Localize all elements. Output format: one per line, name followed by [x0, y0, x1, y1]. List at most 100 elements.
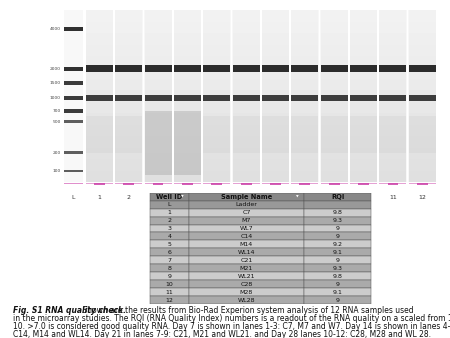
- Bar: [262, 68, 289, 79]
- Text: 4: 4: [185, 195, 189, 200]
- Bar: [150, 264, 189, 272]
- Bar: [262, 102, 289, 113]
- Bar: [64, 170, 83, 172]
- Bar: [233, 45, 260, 56]
- Text: 6: 6: [244, 195, 248, 200]
- Bar: [86, 125, 113, 136]
- Bar: [86, 102, 113, 113]
- Bar: [203, 136, 230, 148]
- Text: 1000: 1000: [50, 96, 61, 100]
- Bar: [86, 95, 113, 101]
- Bar: [150, 209, 189, 217]
- Bar: [233, 136, 260, 148]
- Bar: [144, 113, 171, 125]
- Bar: [144, 91, 171, 102]
- Text: ▼: ▼: [181, 195, 184, 199]
- Text: Ladder: Ladder: [235, 202, 257, 207]
- Bar: [233, 113, 260, 125]
- Bar: [123, 183, 134, 185]
- Bar: [304, 193, 371, 201]
- Bar: [203, 113, 230, 125]
- Bar: [86, 65, 113, 72]
- Bar: [321, 159, 348, 171]
- Bar: [203, 159, 230, 171]
- Bar: [144, 111, 171, 175]
- Text: M21: M21: [240, 266, 253, 271]
- Bar: [320, 10, 348, 182]
- Bar: [174, 113, 201, 125]
- Bar: [150, 248, 189, 257]
- Bar: [409, 33, 436, 45]
- Text: 2: 2: [167, 218, 171, 223]
- Bar: [174, 56, 201, 68]
- Bar: [409, 22, 436, 33]
- Bar: [321, 91, 348, 102]
- Bar: [379, 148, 406, 159]
- Bar: [409, 79, 436, 91]
- Bar: [233, 33, 260, 45]
- Bar: [64, 96, 83, 100]
- Bar: [144, 102, 171, 113]
- Text: 3: 3: [167, 226, 171, 231]
- Bar: [379, 171, 406, 182]
- Bar: [379, 159, 406, 171]
- Bar: [150, 296, 189, 304]
- Bar: [233, 10, 260, 22]
- Text: 4: 4: [167, 234, 171, 239]
- Bar: [233, 22, 260, 33]
- Bar: [203, 33, 230, 45]
- Text: L: L: [168, 202, 171, 207]
- Bar: [292, 116, 318, 153]
- Bar: [203, 183, 230, 184]
- Text: 9: 9: [336, 234, 340, 239]
- Bar: [115, 45, 142, 56]
- Bar: [262, 183, 289, 184]
- Bar: [144, 10, 171, 22]
- Bar: [321, 171, 348, 182]
- Bar: [144, 56, 171, 68]
- Bar: [86, 56, 113, 68]
- Bar: [64, 81, 83, 86]
- Bar: [304, 224, 371, 233]
- Text: 9.1: 9.1: [333, 250, 342, 255]
- Bar: [203, 102, 230, 113]
- Bar: [86, 10, 113, 182]
- Bar: [115, 159, 142, 171]
- Text: Fig. S1 RNA quality check.: Fig. S1 RNA quality check.: [14, 306, 126, 315]
- Bar: [350, 95, 377, 101]
- Bar: [321, 33, 348, 45]
- Bar: [292, 45, 318, 56]
- Bar: [292, 79, 318, 91]
- Bar: [292, 33, 318, 45]
- Bar: [321, 10, 348, 22]
- Bar: [150, 288, 189, 296]
- Bar: [144, 95, 171, 101]
- Bar: [304, 217, 371, 224]
- Bar: [270, 183, 281, 185]
- Bar: [144, 68, 171, 79]
- Bar: [174, 22, 201, 33]
- Bar: [299, 183, 310, 185]
- Text: Shown are the results from Bio-Rad Experion system analysis of 12 RNA samples us: Shown are the results from Bio-Rad Exper…: [80, 306, 414, 315]
- Bar: [379, 91, 406, 102]
- Bar: [233, 125, 260, 136]
- Bar: [379, 79, 406, 91]
- Bar: [233, 148, 260, 159]
- Text: 500: 500: [53, 120, 61, 124]
- Bar: [115, 113, 142, 125]
- Bar: [292, 125, 318, 136]
- Text: M14: M14: [240, 242, 253, 247]
- Bar: [233, 171, 260, 182]
- Bar: [292, 22, 318, 33]
- Text: Well ID: Well ID: [157, 194, 183, 200]
- Bar: [350, 65, 377, 72]
- Bar: [261, 10, 289, 182]
- Bar: [203, 45, 230, 56]
- Bar: [189, 201, 304, 209]
- Bar: [189, 280, 304, 288]
- Bar: [321, 113, 348, 125]
- Bar: [350, 10, 378, 182]
- Bar: [350, 159, 377, 171]
- Bar: [262, 65, 289, 72]
- Bar: [379, 125, 406, 136]
